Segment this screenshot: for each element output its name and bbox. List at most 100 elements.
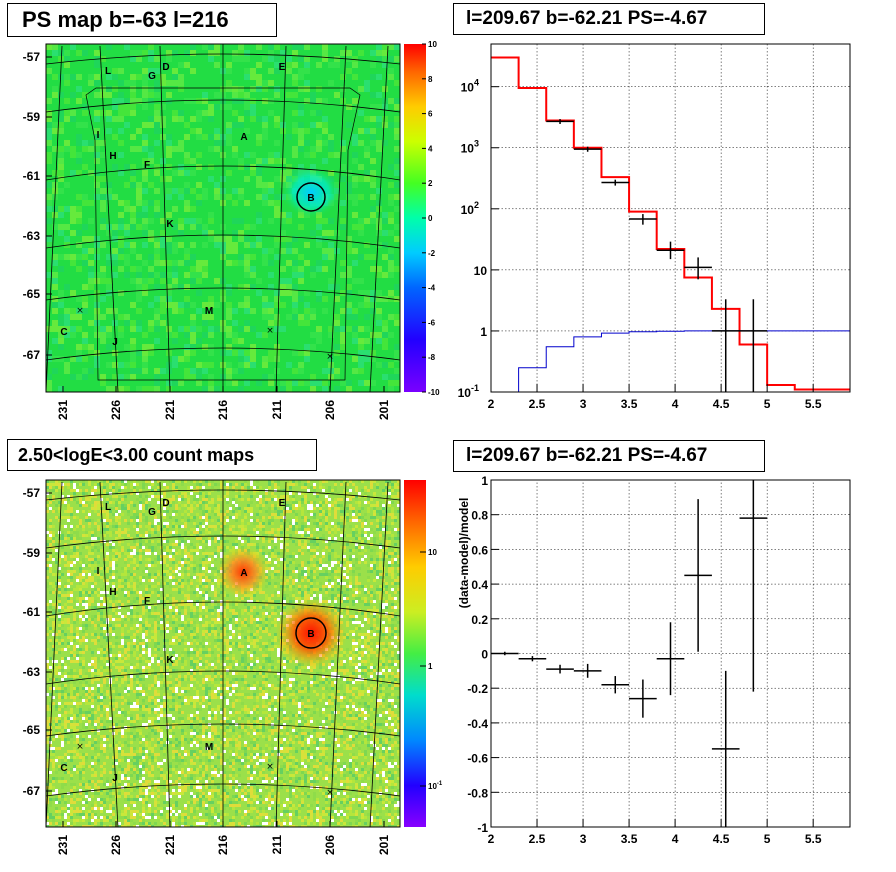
map-pixel (70, 609, 73, 612)
map-pixel (352, 549, 355, 552)
map-pixel (286, 248, 292, 254)
map-pixel (247, 543, 250, 546)
map-pixel (274, 570, 277, 573)
map-pixel (52, 621, 55, 624)
map-pixel (205, 567, 208, 570)
map-pixel (349, 588, 352, 591)
map-pixel (313, 588, 316, 591)
map-pixel (196, 326, 202, 332)
map-pixel (133, 486, 136, 489)
map-pixel (391, 606, 394, 609)
map-pixel (67, 519, 70, 522)
map-pixel (127, 636, 130, 639)
map-pixel (190, 314, 196, 320)
map-pixel (391, 627, 394, 630)
map-pixel (268, 483, 271, 486)
map-pixel (88, 603, 91, 606)
map-pixel (316, 338, 322, 344)
map-pixel (112, 260, 118, 266)
map-pixel (109, 492, 112, 495)
map-pixel (52, 368, 58, 374)
map-pixel (142, 350, 148, 356)
map-pixel (346, 242, 352, 248)
map-pixel (46, 627, 49, 630)
map-pixel (82, 528, 85, 531)
map-pixel (100, 615, 103, 618)
map-pixel (397, 531, 400, 534)
map-pixel (286, 236, 292, 242)
map-pixel (325, 513, 328, 516)
map-pixel (316, 296, 322, 302)
map-pixel (82, 570, 85, 573)
map-pixel (352, 594, 355, 597)
map-pixel (67, 597, 70, 600)
map-pixel (262, 374, 268, 380)
map-pixel (298, 134, 304, 140)
map-pixel (343, 549, 346, 552)
map-pixel (148, 534, 151, 537)
map-pixel (358, 50, 364, 56)
map-pixel (184, 612, 187, 615)
map-pixel (289, 588, 292, 591)
map-pixel (325, 573, 328, 576)
map-pixel (325, 546, 328, 549)
map-pixel (112, 513, 115, 516)
map-pixel (358, 621, 361, 624)
map-pixel (76, 546, 79, 549)
map-pixel (166, 212, 172, 218)
map-pixel (196, 128, 202, 134)
map-pixel (70, 567, 73, 570)
map-pixel (88, 591, 91, 594)
map-pixel (343, 558, 346, 561)
map-pixel (82, 374, 88, 380)
map-pixel (193, 480, 196, 483)
map-pixel (94, 92, 100, 98)
map-pixel (70, 489, 73, 492)
map-pixel (73, 633, 76, 636)
map-pixel (109, 585, 112, 588)
map-pixel (376, 56, 382, 62)
map-pixel (388, 74, 394, 80)
map-pixel (238, 600, 241, 603)
source-b-deficit (281, 166, 341, 218)
map-pixel (274, 290, 280, 296)
map-pixel (190, 206, 196, 212)
map-pixel (349, 630, 352, 633)
map-pixel (244, 152, 250, 158)
map-pixel (322, 56, 328, 62)
map-pixel (265, 597, 268, 600)
map-pixel (154, 326, 160, 332)
map-pixel (70, 218, 76, 224)
map-pixel (46, 134, 52, 140)
y-tick-label: -63 (23, 229, 41, 243)
map-pixel (280, 489, 283, 492)
map-pixel (382, 326, 388, 332)
map-pixel (79, 594, 82, 597)
map-pixel (331, 576, 334, 579)
map-pixel (379, 555, 382, 558)
map-pixel (157, 480, 160, 483)
map-pixel (232, 489, 235, 492)
map-pixel (376, 501, 379, 504)
map-pixel (256, 182, 262, 188)
map-pixel (211, 582, 214, 585)
map-pixel (106, 498, 109, 501)
map-pixel (130, 492, 133, 495)
map-pixel (346, 585, 349, 588)
map-pixel (214, 302, 220, 308)
map-pixel (49, 615, 52, 618)
map-pixel (190, 624, 193, 627)
map-pixel (220, 513, 223, 516)
map-pixel (223, 528, 226, 531)
map-pixel (331, 507, 334, 510)
map-pixel (199, 480, 202, 483)
map-pixel (112, 618, 115, 621)
map-pixel (340, 260, 346, 266)
map-pixel (190, 555, 193, 558)
map-pixel (346, 519, 349, 522)
map-pixel (238, 636, 241, 639)
map-pixel (193, 501, 196, 504)
map-pixel (58, 510, 61, 513)
map-pixel (106, 609, 109, 612)
map-pixel (133, 561, 136, 564)
